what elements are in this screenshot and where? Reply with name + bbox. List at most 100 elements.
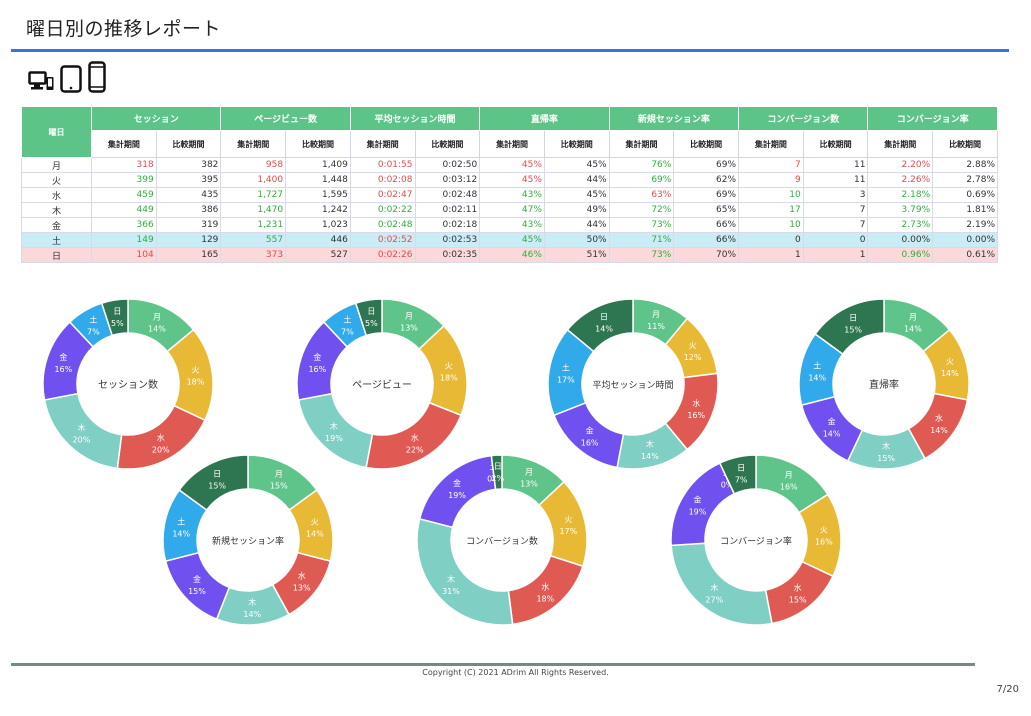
table-row: 金 366 319 1,231 1,023 0:02:48 0:02:18 43% 44% 73%… [21, 217, 998, 233]
slice-category-label: 火 [689, 341, 697, 350]
value-cell: 69% [608, 172, 675, 188]
slice-category-label: 金 [59, 352, 67, 362]
value-cell: 66% [673, 232, 740, 248]
slice-value-label: 18% [536, 594, 554, 603]
slice-value-label: 17% [559, 527, 577, 536]
current-period-header: 集計期間 [867, 130, 934, 158]
value-cell: 1,470 [220, 202, 287, 218]
slice-category-label: 木 [646, 439, 654, 449]
day-cell: 金 [21, 217, 92, 233]
value-cell: 7 [738, 157, 804, 173]
slice-value-label: 13% [293, 584, 311, 593]
slice-value-label: 14% [808, 373, 826, 382]
value-cell: 11 [802, 172, 869, 188]
donut-chart: 月16%火16%水15%木27%金19%土0%日7%コンバージョン率 [670, 454, 842, 626]
value-cell: 395 [155, 172, 222, 188]
slice-category-label: 月 [909, 312, 917, 321]
value-cell: 1,231 [220, 217, 287, 233]
value-cell: 0:02:22 [349, 202, 416, 218]
slice-value-label: 0% [721, 480, 734, 489]
slice-value-label: 7% [87, 327, 100, 336]
value-cell: 45% [479, 172, 545, 188]
value-cell: 43% [479, 217, 545, 233]
device-selector [28, 61, 106, 93]
value-cell: 73% [608, 247, 675, 263]
donut-title: 新規セッション率 [212, 535, 284, 547]
value-cell: 446 [285, 232, 351, 248]
slice-value-label: 16% [815, 538, 833, 547]
slice-category-label: 水 [157, 433, 165, 443]
value-cell: 1,242 [285, 202, 351, 218]
slice-category-label: 土 [562, 362, 570, 372]
day-cell: 土 [21, 232, 92, 248]
value-cell: 46% [479, 247, 545, 263]
slice-value-label: 7% [341, 327, 354, 336]
value-cell: 0.96% [867, 247, 934, 263]
slice-category-label: 水 [935, 413, 943, 423]
value-cell: 449 [91, 202, 157, 218]
value-cell: 1 [802, 247, 869, 263]
comparison-period-header: 比較期間 [414, 130, 481, 158]
metric-header: コンバージョン率 [867, 106, 998, 131]
value-cell: 44% [543, 217, 610, 233]
slice-category-label: 火 [564, 515, 572, 524]
value-cell: 386 [155, 202, 222, 218]
donut-chart: 月13%火17%水18%木31%金19%土0%日2%コンバージョン数 [416, 454, 588, 626]
tablet-icon[interactable] [60, 65, 82, 93]
value-cell: 527 [285, 247, 351, 263]
slice-category-label: 月 [405, 312, 413, 321]
day-cell: 月 [21, 157, 92, 173]
value-cell: 0:02:48 [414, 187, 481, 203]
value-cell: 557 [220, 232, 287, 248]
slice-category-label: 水 [692, 398, 700, 408]
slice-value-label: 5% [111, 319, 124, 328]
slice-value-label: 16% [54, 365, 72, 374]
slice-category-label: 木 [710, 583, 718, 593]
current-period-header: 集計期間 [220, 130, 287, 158]
slice-value-label: 11% [647, 322, 665, 331]
current-period-header: 集計期間 [349, 130, 416, 158]
smartphone-icon[interactable] [88, 61, 106, 93]
value-cell: 129 [155, 232, 222, 248]
slice-value-label: 15% [844, 325, 862, 334]
value-cell: 0:02:08 [349, 172, 416, 188]
value-cell: 319 [155, 217, 222, 233]
slice-value-label: 14% [823, 429, 841, 438]
value-cell: 0:02:11 [414, 202, 481, 218]
day-cell: 火 [21, 172, 92, 188]
value-cell: 50% [543, 232, 610, 248]
value-cell: 2.78% [932, 172, 998, 188]
value-cell: 0 [738, 232, 804, 248]
value-cell: 0.61% [932, 247, 998, 263]
value-cell: 318 [91, 157, 157, 173]
value-cell: 2.18% [867, 187, 934, 203]
donut-slice [100, 298, 129, 337]
value-cell: 0:02:35 [414, 247, 481, 263]
value-cell: 1.81% [932, 202, 998, 218]
current-period-header: 集計期間 [738, 130, 804, 158]
donut-title: 直帰率 [869, 378, 899, 391]
value-cell: 51% [543, 247, 610, 263]
slice-category-label: 金 [828, 416, 836, 426]
current-period-header: 集計期間 [608, 130, 675, 158]
value-cell: 165 [155, 247, 222, 263]
slice-value-label: 15% [877, 454, 895, 463]
value-cell: 0:02:18 [414, 217, 481, 233]
slice-value-label: 5% [365, 319, 378, 328]
slice-value-label: 16% [780, 482, 798, 491]
value-cell: 1,448 [285, 172, 351, 188]
value-cell: 11 [802, 157, 869, 173]
slice-value-label: 14% [904, 324, 922, 333]
value-cell: 958 [220, 157, 287, 173]
slice-category-label: 水 [541, 581, 549, 591]
slice-value-label: 15% [208, 481, 226, 490]
slice-category-label: 木 [77, 423, 85, 433]
slice-value-label: 18% [440, 373, 458, 382]
value-cell: 2.88% [932, 157, 998, 173]
slice-value-label: 14% [243, 610, 261, 619]
metric-header: 直帰率 [479, 106, 610, 131]
slice-value-label: 16% [308, 365, 326, 374]
desktop-icon[interactable] [28, 69, 54, 93]
slice-value-label: 14% [941, 369, 959, 378]
donut-slice [670, 542, 773, 626]
